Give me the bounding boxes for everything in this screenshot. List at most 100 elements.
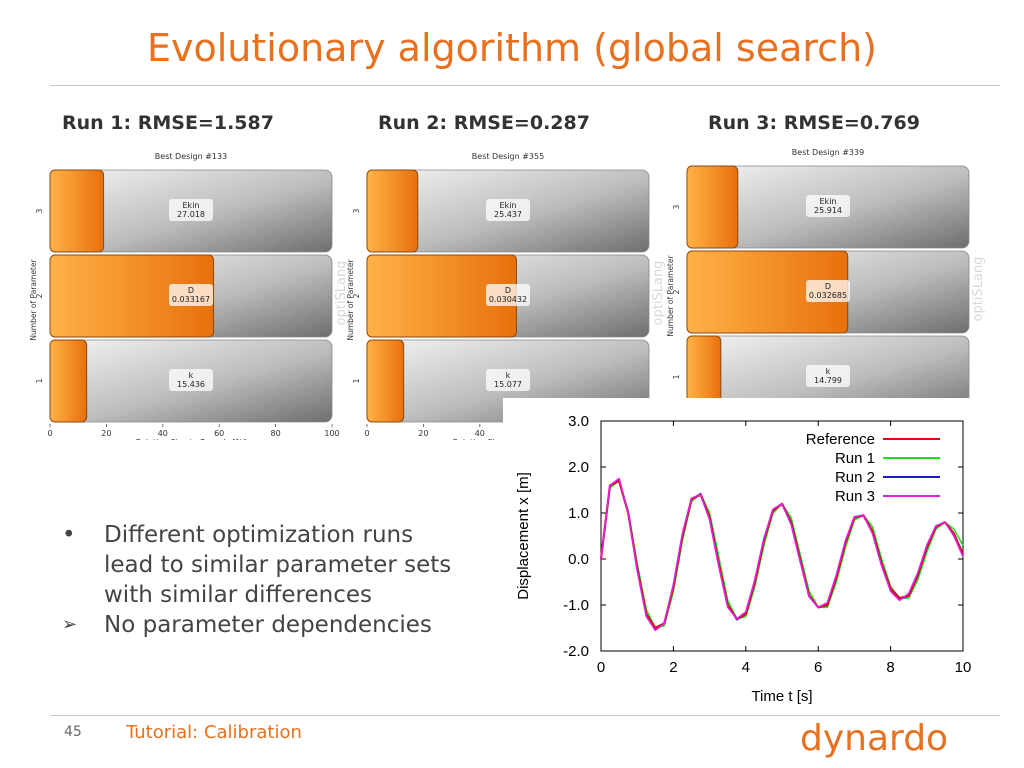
- bar-y-tick: 1: [672, 374, 681, 379]
- bar-y-tick: 3: [35, 208, 44, 213]
- bar-chart-y-label: Number of Parameter: [29, 259, 38, 341]
- bullet-list: • Different optimization runs lead to si…: [62, 520, 451, 640]
- x-tick-label: 6: [814, 659, 822, 676]
- bar-param-value: 15.436: [177, 380, 205, 389]
- run-1-bar-chart: Best Design #133 Number of Parameter optiS…: [28, 145, 354, 447]
- dynardo-logo: dynardo: [800, 716, 980, 764]
- bar-x-tick: 100: [324, 429, 339, 438]
- bar-label-box: [169, 199, 213, 221]
- bar-ekin: [49, 169, 105, 253]
- bar-x-tick: 0: [47, 429, 52, 438]
- bar-y-tick: 2: [35, 293, 44, 298]
- y-tick-label: -1.0: [563, 597, 589, 614]
- bar-param-value: 0.033167: [172, 295, 210, 304]
- displacement-line-chart: 3.0 2.0 1.0 0.0 -1.0 -2.0 0 2 4 6 8 10 Time t [s] Dis…: [503, 398, 993, 714]
- bar-param-value: 27.018: [177, 210, 205, 219]
- bar-param-value: 25.914: [814, 206, 842, 215]
- y-tick-label: 1.0: [568, 505, 589, 522]
- bar-label-box: [806, 280, 850, 302]
- bar-param-name: D: [825, 282, 831, 291]
- bar-param-name: D: [188, 286, 194, 295]
- slide-title: Evolutionary algorithm (global search): [147, 26, 877, 70]
- bar-y-tick: 1: [352, 378, 361, 383]
- bar-chart-title: Best Design #339: [792, 148, 864, 157]
- bar-param-name: D: [505, 286, 511, 295]
- bar-chart-y-label: Number of Parameter: [666, 255, 675, 337]
- bar-x-tick: 40: [158, 429, 168, 438]
- x-tick-label: 4: [742, 659, 750, 676]
- run-3-label: Run 3: RMSE=0.769: [708, 112, 920, 134]
- bar-x-tick: 0: [364, 429, 369, 438]
- logo-wordmark: dynardo: [800, 718, 948, 759]
- bar-param-name: k: [189, 371, 194, 380]
- bar-param-name: k: [506, 371, 511, 380]
- bar-label-box: [806, 365, 850, 387]
- watermark-text: optiSLang: [971, 257, 986, 322]
- bar-x-tick: 80: [271, 429, 281, 438]
- bar-param-value: 0.030432: [489, 295, 527, 304]
- bar-param-value: 0.032685: [809, 291, 847, 300]
- bar-x-tick: 20: [101, 429, 111, 438]
- bar-label-box: [486, 369, 530, 391]
- bar-ekin: [686, 165, 739, 249]
- bar-param-name: k: [826, 367, 831, 376]
- y-tick-label: 2.0: [568, 459, 589, 476]
- watermark-text: optiSLang: [651, 261, 666, 326]
- series-line-run-3: [600, 477, 964, 632]
- bar-label-box: [486, 284, 530, 306]
- bullet-line: Different optimization runs: [104, 522, 414, 548]
- header-rule: [50, 85, 1000, 86]
- plot-area: [600, 420, 964, 652]
- bullet-item: • Different optimization runs lead to si…: [62, 520, 451, 610]
- y-tick-label: 3.0: [568, 413, 589, 430]
- run-2-label: Run 2: RMSE=0.287: [378, 112, 590, 134]
- bar-param-name: Ekin: [183, 201, 200, 210]
- x-axis-label: Time t [s]: [751, 688, 812, 705]
- bar-label-box: [806, 195, 850, 217]
- bar-chart-y-label: Number of Parameter: [346, 259, 355, 341]
- bar-chart-title: Best Design #133: [155, 152, 227, 161]
- watermark-text: optiSLang: [334, 261, 349, 326]
- legend-label: Run 2: [835, 469, 875, 486]
- bar-param-value: 25.437: [494, 210, 522, 219]
- bar-ekin: [366, 169, 419, 253]
- bar-x-tick: 60: [214, 429, 224, 438]
- bullet-line: lead to similar parameter sets: [104, 552, 452, 578]
- bar-y-tick: 2: [352, 293, 361, 298]
- bar-d: [49, 254, 215, 338]
- x-tick-label: 10: [955, 659, 972, 676]
- y-tick-label: 0.0: [568, 551, 589, 568]
- bar-k: [366, 339, 405, 423]
- x-tick-label: 8: [886, 659, 894, 676]
- bar-label-box: [486, 199, 530, 221]
- bar-param-name: Ekin: [500, 201, 517, 210]
- bar-param-value: 15.077: [494, 380, 522, 389]
- bar-x-tick: 40: [475, 429, 485, 438]
- bullet-line: No parameter dependencies: [104, 612, 432, 638]
- legend-label: Run 3: [835, 488, 875, 505]
- legend-label: Run 1: [835, 450, 875, 467]
- bar-y-tick: 3: [352, 208, 361, 213]
- run-3-bar-chart: Best Design #339 Number of Parameter optiS…: [665, 141, 991, 440]
- bar-chart-title: Best Design #355: [472, 152, 544, 161]
- x-tick-label: 2: [669, 659, 677, 676]
- bullet-marker: •: [62, 522, 76, 548]
- bar-label-box: [169, 369, 213, 391]
- x-tick-label: 0: [597, 659, 605, 676]
- run-1-label: Run 1: RMSE=1.587: [62, 112, 274, 134]
- bar-param-value: 14.799: [814, 376, 842, 385]
- arrow-bullet-icon: ➢: [62, 614, 78, 635]
- y-tick-label: -2.0: [563, 643, 589, 660]
- bar-x-tick: 20: [418, 429, 428, 438]
- y-axis-label: Displacement x [m]: [515, 472, 532, 600]
- page-number: 45: [64, 724, 82, 740]
- bullet-item: ➢ No parameter dependencies: [62, 610, 451, 640]
- bar-label-box: [169, 284, 213, 306]
- footer-rule: [50, 715, 1000, 716]
- bar-chart-x-label: Relative Size to Bounds [%]: [136, 438, 247, 440]
- legend-label: Reference: [806, 431, 875, 448]
- footer-title: Tutorial: Calibration: [126, 722, 302, 743]
- bar-y-tick: 2: [672, 289, 681, 294]
- bar-param-name: Ekin: [820, 197, 837, 206]
- bar-y-tick: 1: [35, 378, 44, 383]
